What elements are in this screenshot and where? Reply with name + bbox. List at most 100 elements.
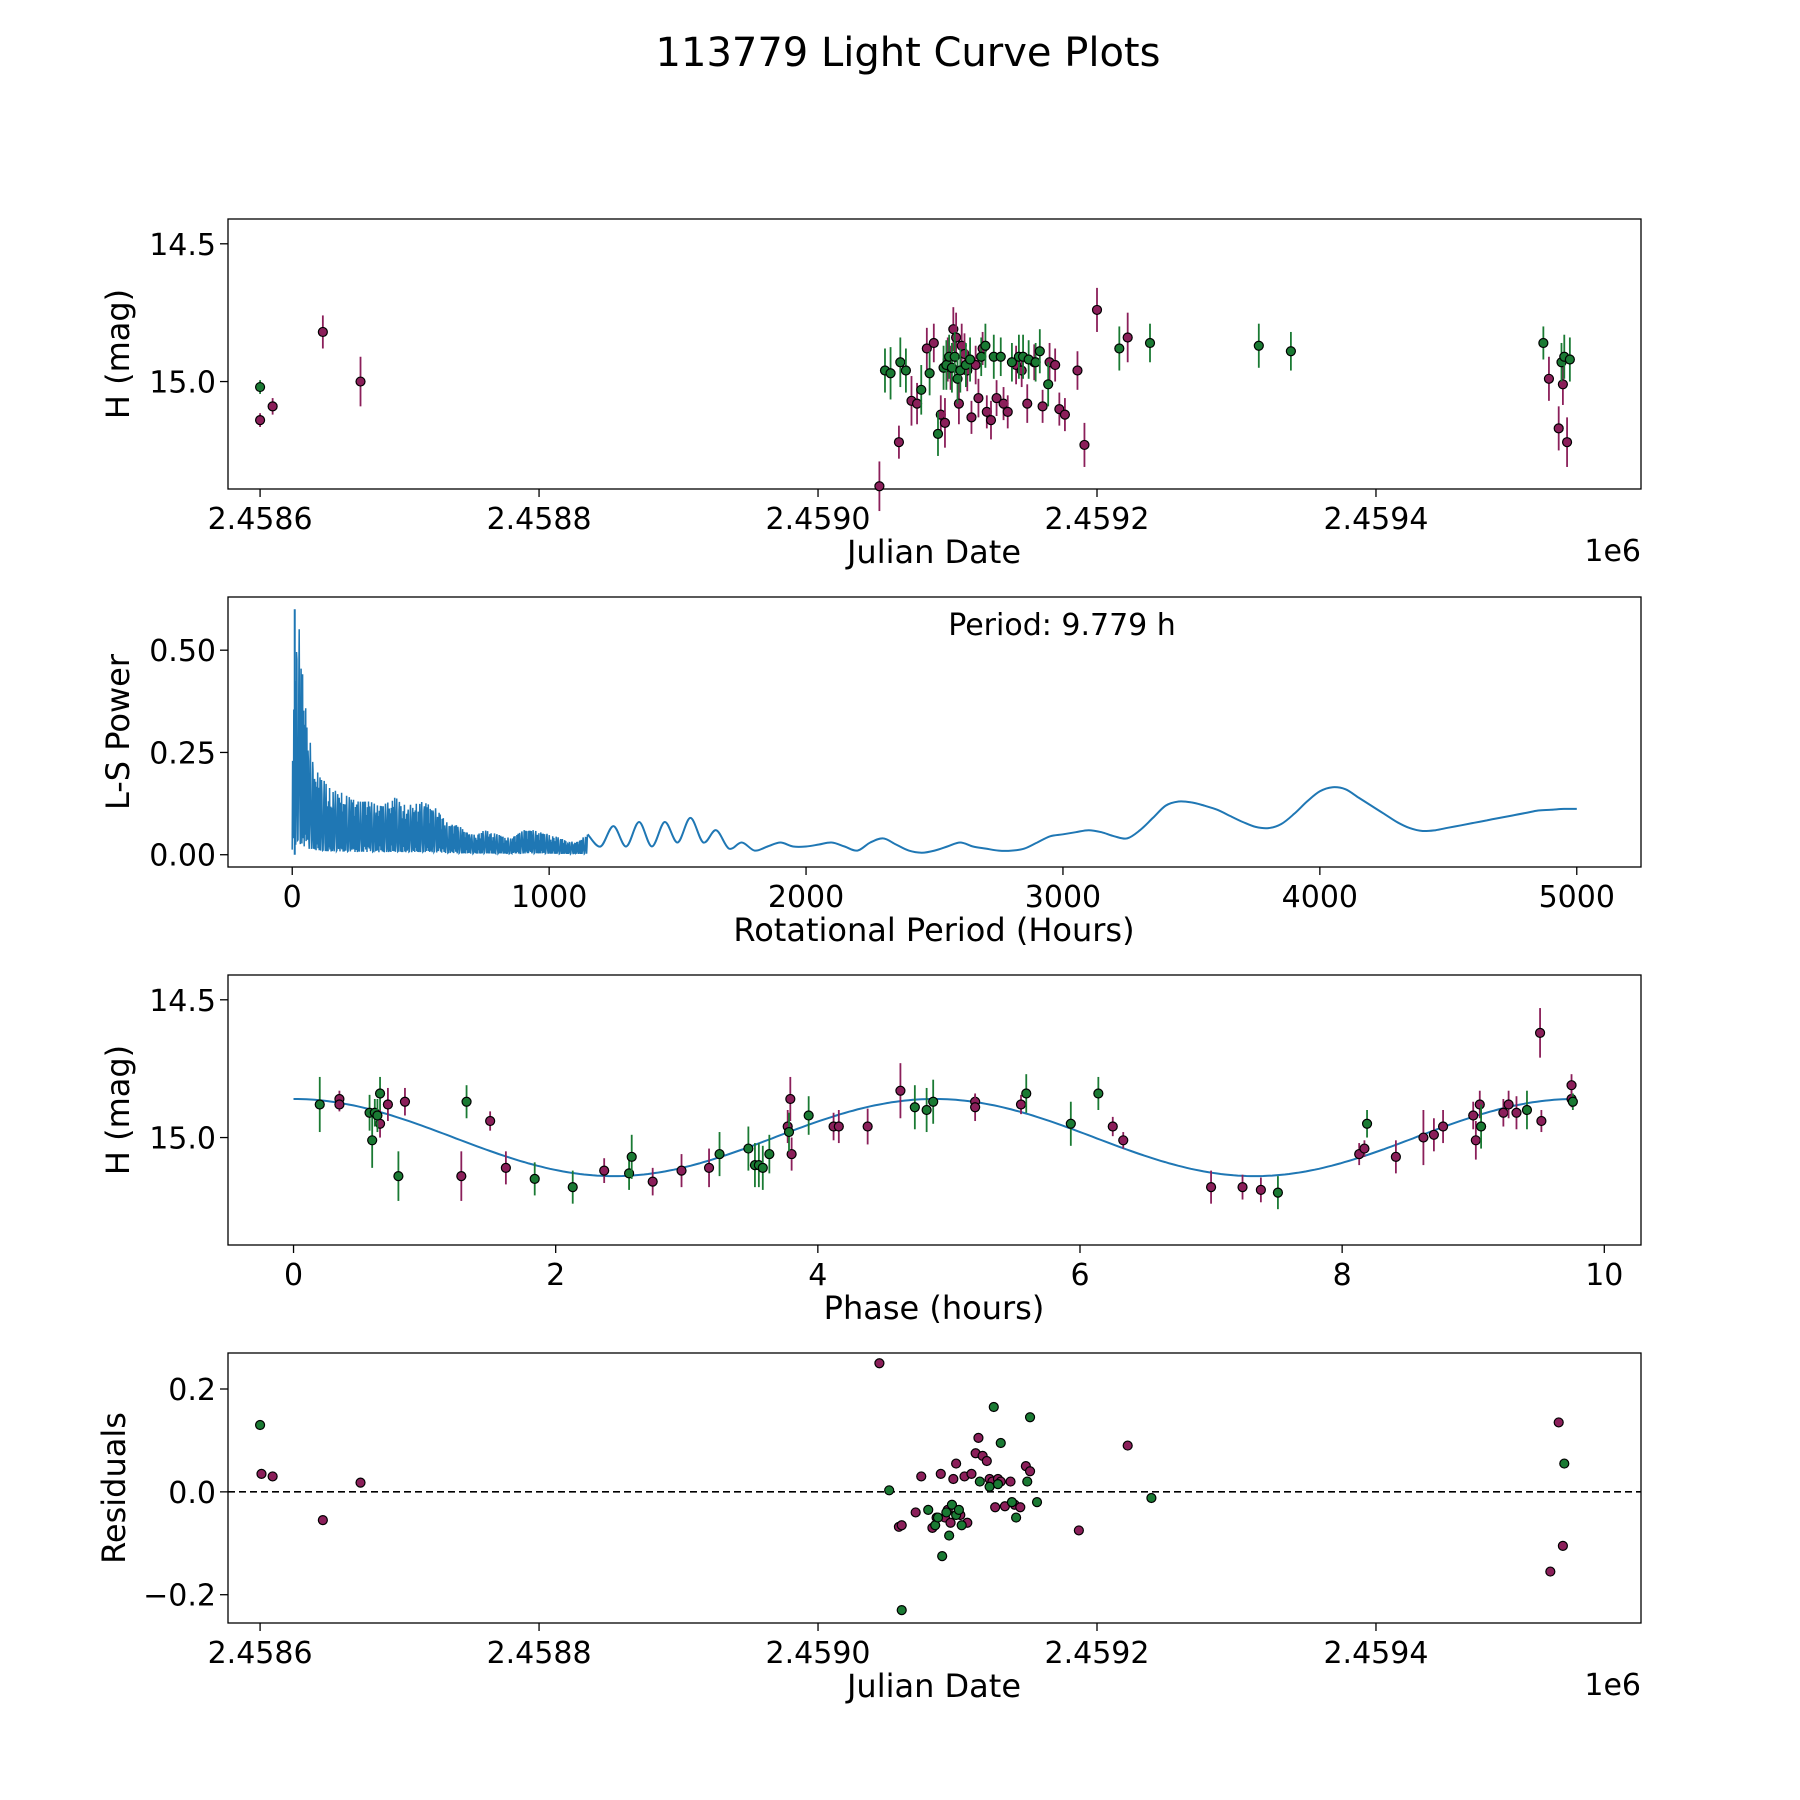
red-data-point <box>1091 304 1103 316</box>
green-data-point <box>995 351 1006 362</box>
x-tick-label: 2.4588 <box>487 502 592 537</box>
red-data-point <box>945 1517 956 1528</box>
x-tick-label: 2 <box>546 1258 565 1293</box>
red-data-point <box>1534 1027 1546 1038</box>
red-data-point <box>1390 1151 1401 1162</box>
red-data-point <box>599 1165 610 1176</box>
raw-lightcurve-ylabel: H (mag) <box>99 289 137 419</box>
green-data-point <box>909 1102 920 1113</box>
green-data-point <box>1114 343 1125 354</box>
raw-lightcurve-xlabel: Julian Date <box>845 533 1021 571</box>
red-data-point <box>910 1507 921 1518</box>
green-data-point <box>953 1504 965 1515</box>
red-data-point <box>485 1115 496 1127</box>
red-data-point <box>1072 365 1083 376</box>
red-data-point <box>991 392 1002 404</box>
red-data-point <box>1418 1132 1429 1143</box>
x-tick-label: 2.4586 <box>208 1636 313 1671</box>
red-data-point <box>1543 373 1555 384</box>
phased-lightcurve-axes-frame <box>227 974 1642 1246</box>
green-data-point <box>937 1551 948 1562</box>
red-data-point <box>921 343 932 354</box>
red-data-point <box>1498 1107 1509 1118</box>
red-data-point <box>951 332 962 343</box>
green-data-point <box>1031 1497 1043 1508</box>
y-tick-label: 0.0 <box>168 1476 216 1511</box>
red-data-point <box>973 1432 984 1443</box>
phased-lightcurve-ylabel: H (mag) <box>99 1045 137 1175</box>
red-data-point <box>1237 1182 1248 1193</box>
green-data-point <box>1538 337 1549 349</box>
green-data-point <box>941 1507 952 1518</box>
green-data-point <box>974 1476 985 1487</box>
y-tick-label: 15.0 <box>149 366 216 401</box>
red-data-point <box>874 1358 885 1369</box>
red-data-point <box>382 1099 394 1110</box>
green-data-point <box>916 384 927 395</box>
red-data-point <box>1122 1440 1133 1451</box>
red-data-point <box>1107 1121 1118 1132</box>
red-data-point <box>1015 1099 1027 1110</box>
periodogram-panel: 0 1000 2000 3000 4000 5000 0.00 0.25 0.50 Period… <box>99 596 1642 949</box>
red-data-point <box>985 415 997 426</box>
x-tick-label: 2.4592 <box>1045 502 1150 537</box>
green-data-point <box>529 1173 540 1184</box>
green-data-point <box>1146 1492 1157 1504</box>
green-data-point <box>1022 1476 1033 1487</box>
phased-lightcurve-panel: 0 2 4 6 8 10 15.0 14.5 Phase (hours) H (mag) <box>99 974 1642 1327</box>
red-data-point <box>256 1468 267 1479</box>
x-tick-label: 2.4588 <box>487 1636 592 1671</box>
red-data-point <box>317 326 328 338</box>
red-data-point <box>1553 423 1564 434</box>
green-data-point <box>900 365 912 376</box>
y-tick-label: 14.5 <box>149 228 216 263</box>
red-data-point <box>1474 1099 1485 1110</box>
phased-lightcurve-marks <box>293 1008 1578 1210</box>
red-data-point <box>1037 401 1048 412</box>
red-data-point <box>1073 1525 1084 1536</box>
green-data-point <box>885 368 896 379</box>
red-data-point <box>970 1102 981 1113</box>
red-data-point <box>1566 1080 1577 1091</box>
green-data-point <box>988 1401 999 1413</box>
red-data-point <box>1470 1135 1481 1146</box>
green-data-point <box>1043 379 1054 390</box>
residuals-axes-frame <box>227 1352 1642 1624</box>
periodogram-line <box>586 786 1577 854</box>
red-data-point <box>317 1515 328 1526</box>
green-data-point <box>924 368 935 379</box>
y-tick-label: −0.2 <box>143 1579 216 1614</box>
red-data-point <box>1437 1121 1449 1132</box>
red-data-point <box>1118 1135 1129 1146</box>
green-data-point <box>1093 1088 1104 1099</box>
figure-title: 113779 Light Curve Plots <box>656 30 1161 76</box>
red-data-point <box>254 415 266 426</box>
green-data-point <box>254 1419 266 1431</box>
green-data-point <box>1361 1118 1373 1129</box>
red-data-point <box>676 1165 687 1176</box>
red-data-point <box>355 1477 366 1488</box>
green-data-point <box>254 381 266 393</box>
red-data-point <box>1255 1184 1266 1195</box>
green-data-point <box>884 1485 895 1496</box>
red-data-point <box>1557 1540 1568 1551</box>
green-data-point <box>626 1151 637 1162</box>
green-data-point <box>932 428 944 439</box>
green-data-point <box>980 340 991 351</box>
red-data-point <box>703 1162 715 1173</box>
red-data-point <box>833 1121 844 1132</box>
raw-lightcurve-ticks: 2.4586 2.4588 2.4590 2.4592 2.4594 15.0 14.5 <box>149 228 1428 537</box>
green-data-point <box>764 1148 775 1160</box>
green-data-point <box>1475 1121 1487 1132</box>
red-data-point <box>916 1471 927 1482</box>
green-data-point <box>1559 1458 1570 1469</box>
residuals-ticks: 2.4586 2.4588 2.4590 2.4592 2.4594 0.2 0.0 −0.2 <box>143 1373 1428 1671</box>
residuals-ylabel: Residuals <box>95 1412 133 1564</box>
green-data-point <box>995 1437 1006 1449</box>
red-data-point <box>1428 1129 1439 1140</box>
red-data-point <box>1468 1110 1479 1121</box>
red-data-point <box>456 1171 467 1182</box>
green-data-point <box>1010 1512 1022 1523</box>
red-data-point <box>334 1099 345 1110</box>
green-data-point <box>374 1088 386 1099</box>
